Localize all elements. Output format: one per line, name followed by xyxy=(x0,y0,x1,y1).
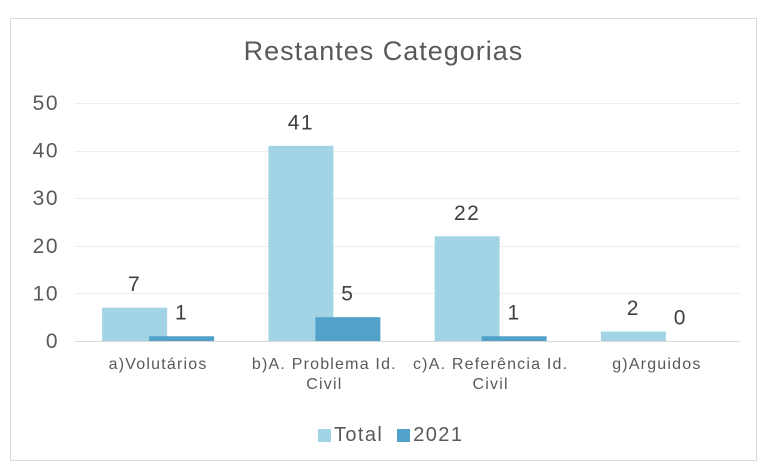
x-category-label: c)A. Referência Id. Civil xyxy=(412,356,569,393)
legend-label-2021: 2021 xyxy=(413,424,464,446)
x-category-label: a)Volutários xyxy=(108,356,208,373)
legend-label-total: Total xyxy=(334,424,384,446)
bar-total xyxy=(268,145,334,341)
y-tick-label: 50 xyxy=(33,92,59,115)
legend-item-total: Total xyxy=(318,423,383,447)
chart-frame xyxy=(10,18,757,461)
y-tick-label: 10 xyxy=(33,282,59,305)
data-label-2021: 1 xyxy=(508,302,521,325)
x-category-label: g)Arguidos xyxy=(612,356,702,373)
legend: Total 2021 xyxy=(318,423,477,447)
bar-2021 xyxy=(149,336,215,341)
data-label-total: 7 xyxy=(128,273,141,296)
bar-total xyxy=(600,331,666,341)
chart-title: Restantes Categorias xyxy=(243,36,524,66)
y-tick-label: 20 xyxy=(33,235,59,258)
gridlines xyxy=(75,103,740,294)
bar-total xyxy=(434,236,500,341)
data-label-2021: 5 xyxy=(341,283,354,306)
data-label-2021: 1 xyxy=(175,302,188,325)
bar-2021 xyxy=(315,317,381,341)
bar-total xyxy=(102,307,168,341)
legend-swatch-total xyxy=(318,428,331,442)
x-category-label: b)A. Problema Id. Civil xyxy=(251,356,397,393)
legend-swatch-2021 xyxy=(397,428,411,442)
data-label-total: 41 xyxy=(288,111,314,134)
legend-item-2021: 2021 xyxy=(397,423,463,447)
y-tick-label: 0 xyxy=(46,330,59,353)
y-tick-label: 40 xyxy=(33,140,59,163)
data-label-2021: 0 xyxy=(674,307,687,330)
y-tick-label: 30 xyxy=(33,187,59,210)
data-label-total: 22 xyxy=(454,202,480,225)
data-label-total: 2 xyxy=(627,297,640,320)
bar-2021 xyxy=(481,336,547,341)
bars xyxy=(102,145,666,341)
